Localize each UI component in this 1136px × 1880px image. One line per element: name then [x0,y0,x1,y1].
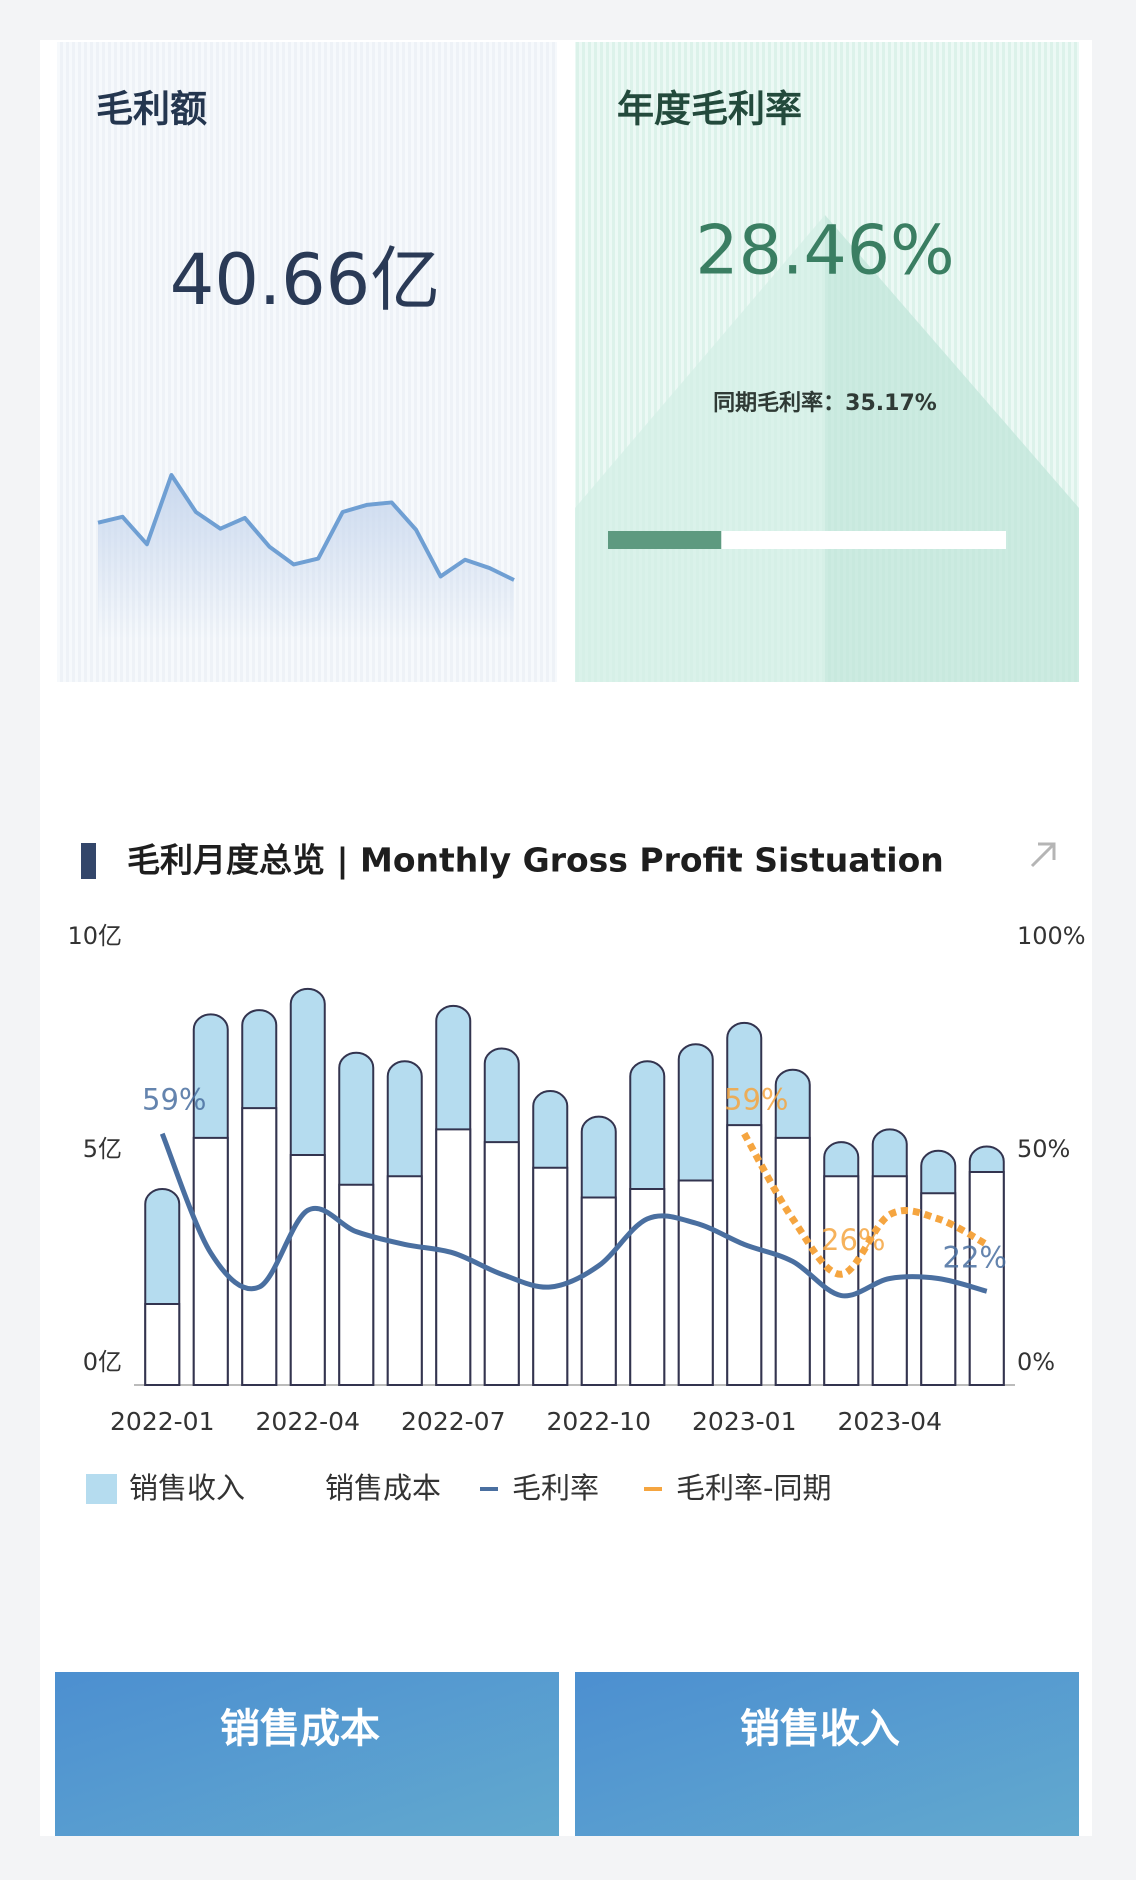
x-tick-label: 2022-01 [110,1407,214,1436]
bar [532,1166,569,1386]
y2-tick-label: 50% [1017,1135,1070,1163]
x-tick-label: 2022-07 [401,1407,505,1436]
y-tick-label: 5亿 [83,1135,122,1163]
data-label: 26% [821,1223,885,1257]
card-value: 40.66亿 [170,239,440,321]
data-label: 22% [943,1240,1007,1274]
bar [726,1124,763,1386]
line [741,1131,989,1278]
x-tick-label: 2022-04 [256,1407,360,1436]
data-label: 59% [142,1083,206,1117]
legend-label: 毛利率-同期 [676,1471,831,1505]
bar [289,1153,326,1386]
bar [580,1196,617,1386]
line [159,1132,988,1299]
y2-tick-label: 0% [1017,1348,1055,1376]
bar [241,1107,278,1386]
legend-label: 销售成本 [325,1471,441,1505]
bottom-card [55,1672,559,1836]
y2-tick-label: 100% [1017,922,1086,950]
card-value: 28.46% [695,212,954,291]
bar [920,1192,957,1386]
section-title: 毛利月度总览 | Monthly Gross Profit Sistuation [127,841,944,880]
bottom-card-title: 销售收入 [740,1706,900,1752]
card-sub: 同期毛利率：35.17% [713,390,937,416]
bar [677,1179,714,1386]
legend-label: 销售收入 [129,1471,245,1505]
legend-label: 毛利率 [512,1471,599,1505]
y-tick-label: 10亿 [67,922,122,950]
bottom-card [575,1672,1079,1836]
progress-fill [608,531,722,549]
bar [386,1175,423,1386]
bar [483,1141,520,1386]
x-tick-label: 2023-01 [692,1407,796,1436]
bar [435,1128,472,1386]
decor [825,215,1079,682]
bar [192,1136,229,1386]
section-marker [81,843,96,879]
decor [575,215,825,682]
bar [338,1183,375,1386]
bar [629,1188,666,1386]
data-label: 59% [724,1083,788,1117]
card-title: 年度毛利率 [617,88,802,131]
x-tick-label: 2022-10 [547,1407,651,1436]
expand-icon[interactable] [1030,842,1056,868]
legend-swatch [86,1474,117,1504]
bar [823,1175,860,1386]
card-title: 毛利额 [96,88,207,131]
bar [968,1171,1005,1386]
bottom-card-title: 销售成本 [220,1706,380,1752]
legend-swatch [304,1474,314,1504]
y-tick-label: 0亿 [83,1348,122,1376]
bar [144,1303,181,1386]
x-tick-label: 2023-04 [838,1407,942,1436]
spark-line [97,473,515,582]
